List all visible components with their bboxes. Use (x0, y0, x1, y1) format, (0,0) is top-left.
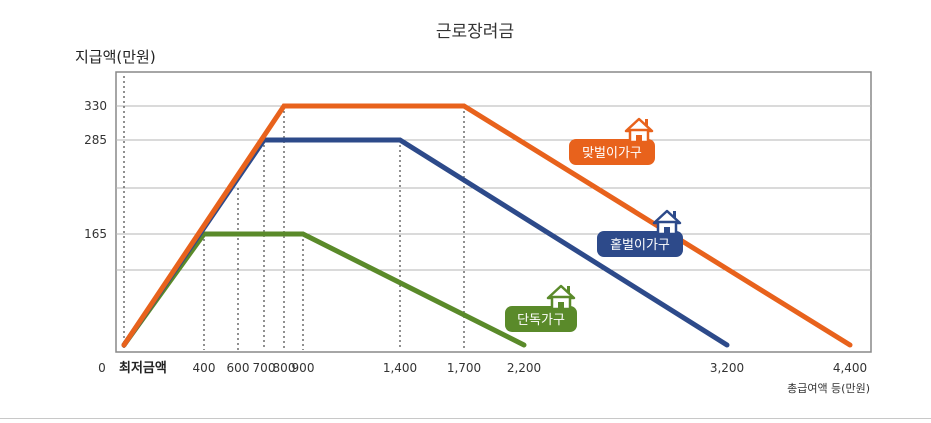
x-tick-label: 900 (292, 361, 315, 375)
series-label-box (597, 231, 683, 257)
series-label: 홑벌이가구 (597, 209, 683, 257)
series-label-box (569, 139, 655, 165)
x-tick-label: 0 (98, 361, 106, 375)
x-tick-label: 600 (227, 361, 250, 375)
x-tick-label: 400 (193, 361, 216, 375)
x-tick-label: 700 (253, 361, 276, 375)
guide-lines (123, 76, 465, 350)
series-lines (121, 103, 853, 348)
x-tick-label: 2,200 (507, 361, 541, 375)
y-tick-label: 330 (84, 99, 107, 113)
house-icon (652, 209, 682, 236)
series-line (121, 103, 853, 348)
house-icon (546, 284, 576, 311)
series-label-text: 홑벌이가구 (610, 238, 670, 253)
x-tick-label: 3,200 (710, 361, 744, 375)
x-tick-label: 1,700 (447, 361, 481, 375)
chart-title: 근로장려금 (436, 22, 514, 42)
plot-frame (115, 71, 872, 353)
series-label-text: 맞벌이가구 (582, 146, 642, 161)
series-label: 맞벌이가구 (569, 117, 655, 165)
x-tick-label: 1,400 (383, 361, 417, 375)
x-tick-label: 4,400 (833, 361, 867, 375)
min-wage-label: 최저금액 (119, 361, 167, 376)
x-tick-label: 800 (273, 361, 296, 375)
house-icon (624, 117, 654, 144)
series-label: 단독가구 (505, 284, 577, 332)
series-line (121, 231, 527, 348)
y-tick-label: 285 (84, 133, 107, 147)
y-axis-label: 지급액(만원) (75, 48, 156, 66)
divider (0, 418, 931, 419)
series-label-box (505, 306, 577, 332)
y-tick-label: 165 (84, 227, 107, 241)
x-axis-label: 총급여액 등(만원) (787, 382, 870, 395)
series-label-text: 단독가구 (517, 313, 565, 328)
